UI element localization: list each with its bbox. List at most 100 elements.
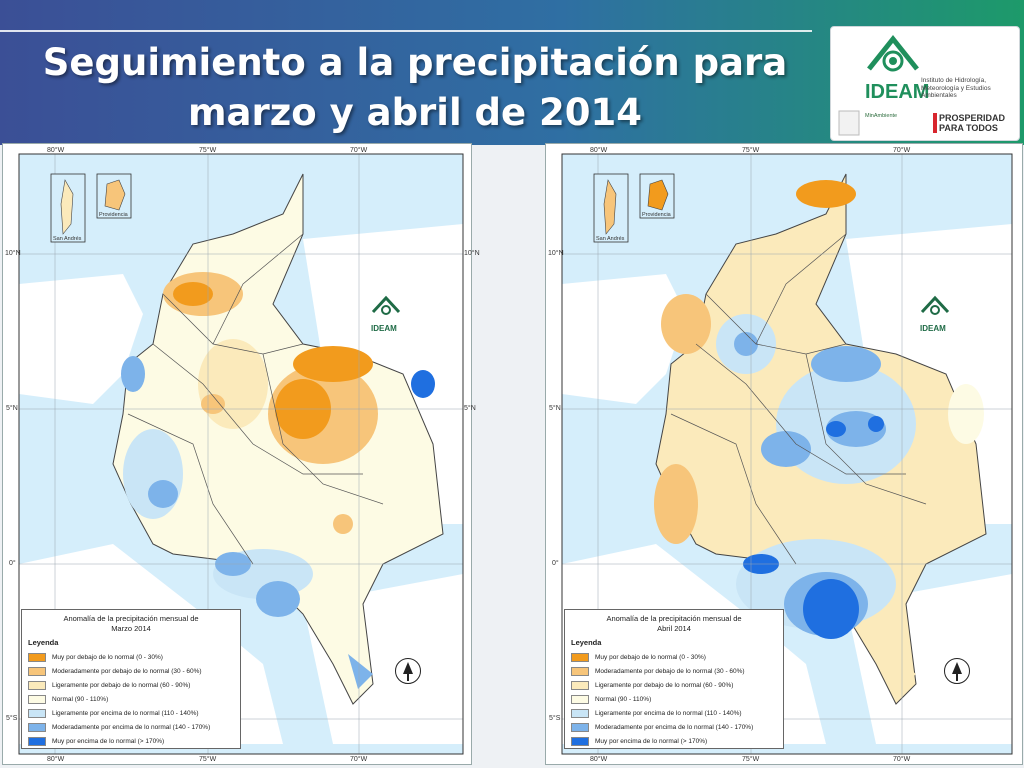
anomaly-patch — [198, 339, 268, 429]
anomaly-patch — [881, 504, 911, 544]
legend-swatch — [571, 736, 589, 746]
map-panel-marzo: 80°W 75°W 70°W 80°W 75°W 70°W 10°N 5°N 0… — [2, 143, 480, 765]
lon-label: 80°W — [590, 756, 608, 763]
ideam-logo-text: IDEAM — [865, 81, 930, 103]
anomaly-patch — [121, 356, 145, 392]
north-arrow-icon — [944, 658, 970, 684]
anomaly-patch — [256, 581, 300, 617]
lat-label: 5°N — [6, 405, 18, 412]
ministry-name: MinAmbiente — [865, 113, 898, 119]
map-frame — [561, 153, 1013, 755]
legend-swatch — [28, 652, 46, 662]
anomaly-patch — [661, 294, 711, 354]
legend-item: Ligeramente por debajo de lo normal (60 … — [28, 679, 190, 691]
anomaly-patch — [348, 654, 373, 689]
lon-label: 75°W — [742, 147, 760, 154]
anomaly-patch — [654, 464, 698, 544]
map-panel-abril: 80°W 75°W 70°W 80°W 75°W 70°W 10°N 5°N 0… — [545, 143, 1023, 765]
ideam-watermark-icon — [920, 295, 950, 314]
lat-label: 10°N — [464, 250, 480, 257]
legend-heading: Leyenda — [28, 638, 59, 647]
north-arrow-icon — [395, 658, 421, 684]
anomaly-patch — [148, 480, 178, 508]
legend-item: Moderadamente por encima de lo normal (1… — [28, 721, 210, 733]
legend-item: Ligeramente por encima de lo normal (110… — [571, 707, 742, 719]
prosperidad-bar — [933, 113, 937, 133]
department-borders — [670, 233, 927, 565]
ideam-watermark-text: IDEAM — [371, 324, 397, 333]
legend-item: Muy por encima de lo normal (> 170%) — [571, 735, 707, 747]
legend-heading: Leyenda — [571, 638, 602, 647]
anomaly-patch — [761, 431, 811, 467]
lon-label: 75°W — [199, 756, 217, 763]
lat-label: 5°S — [549, 715, 561, 722]
san-andres-island — [603, 179, 617, 235]
lon-label: 80°W — [590, 147, 608, 154]
lon-label: 75°W — [199, 147, 217, 154]
san-andres-island — [60, 179, 74, 235]
map-frame — [18, 153, 464, 755]
legend-item: Muy por debajo de lo normal (0 - 30%) — [28, 651, 163, 663]
map-legend-abril: Anomalía de la precipitación mensual de … — [564, 609, 784, 749]
anomaly-patch — [803, 579, 859, 639]
legend-swatch — [28, 680, 46, 690]
anomaly-patch — [826, 421, 846, 437]
institute-name: Instituto de Hidrología, Meteorología y … — [921, 77, 991, 99]
prosperidad-slogan: PROSPERIDAD PARA TODOS — [939, 113, 1006, 133]
lon-label: 70°W — [893, 756, 911, 763]
legend-swatch — [571, 694, 589, 704]
legend-item: Normal (90 - 110%) — [571, 693, 651, 705]
anomaly-patch — [201, 394, 225, 414]
inset-label-san-andres: San Andrés — [596, 236, 625, 242]
legend-title-line2: Marzo 2014 — [111, 624, 151, 633]
lon-label: 70°W — [350, 756, 368, 763]
legend-title-line1: Anomalía de la precipitación mensual de — [63, 614, 199, 623]
legend-swatch — [28, 694, 46, 704]
ideam-logo-box: IDEAM Instituto de Hidrología, Meteorolo… — [830, 26, 1020, 141]
legend-item: Ligeramente por debajo de lo normal (60 … — [571, 679, 733, 691]
legend-title-line2: Abril 2014 — [657, 624, 691, 633]
ideam-watermark-icon — [371, 295, 401, 314]
lon-label: 75°W — [742, 756, 760, 763]
anomaly-patch — [333, 514, 353, 534]
anomaly-patch — [734, 332, 758, 356]
legend-item: Muy por debajo de lo normal (0 - 30%) — [571, 651, 706, 663]
anomaly-patch — [891, 654, 916, 689]
colombia-shield-icon — [838, 110, 860, 136]
lat-label: 5°N — [464, 405, 476, 412]
providencia-island — [647, 179, 669, 211]
panama-land — [562, 274, 686, 404]
legend-item: Moderadamente por debajo de lo normal (3… — [28, 665, 202, 677]
lat-label: 5°N — [549, 405, 561, 412]
lat-label: 10°N — [548, 250, 564, 257]
inset-label-providencia: Providencia — [99, 212, 128, 218]
graticule — [19, 154, 463, 754]
department-borders — [127, 233, 384, 565]
anomaly-patch — [811, 346, 881, 382]
legend-swatch — [28, 722, 46, 732]
legend-swatch — [571, 652, 589, 662]
slide-title: Seguimiento a la precipitación para marz… — [0, 38, 830, 138]
lon-label: 80°W — [47, 756, 65, 763]
title-underline — [0, 30, 812, 32]
lat-label: 10°N — [5, 250, 21, 257]
legend-swatch — [571, 722, 589, 732]
legend-item: Moderadamente por debajo de lo normal (3… — [571, 665, 745, 677]
ideam-logo-icon — [838, 34, 919, 136]
graticule — [562, 154, 1012, 754]
legend-item: Ligeramente por encima de lo normal (110… — [28, 707, 199, 719]
inset-label-providencia: Providencia — [642, 212, 671, 218]
legend-swatch — [571, 708, 589, 718]
legend-item: Normal (90 - 110%) — [28, 693, 108, 705]
anomaly-patch — [123, 429, 183, 519]
title-line-1: Seguimiento a la precipitación para — [42, 41, 788, 84]
lat-label: 5°S — [6, 715, 18, 722]
anomaly-patch — [293, 346, 373, 382]
inset-label-san-andres: San Andrés — [53, 236, 82, 242]
anomaly-patch — [173, 282, 213, 306]
legend-swatch — [571, 680, 589, 690]
legend-item: Muy por encima de lo normal (> 170%) — [28, 735, 164, 747]
lat-label: 0° — [552, 560, 559, 567]
title-line-2: marzo y abril de 2014 — [188, 91, 642, 134]
legend-swatch — [28, 736, 46, 746]
